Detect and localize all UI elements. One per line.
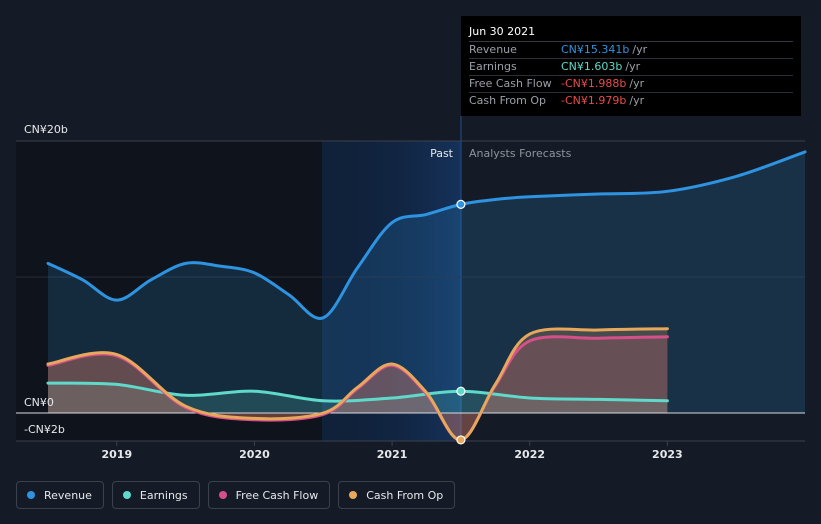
tooltip-unit: /yr xyxy=(625,60,641,73)
highlight-markers xyxy=(456,199,466,445)
tooltip-row-revenue: Revenue CN¥15.341b /yr xyxy=(469,42,793,59)
revenue-line xyxy=(46,150,807,320)
earnings-area xyxy=(48,383,668,413)
legend-label: Earnings xyxy=(139,488,188,502)
legend-item-cash-from-op[interactable]: Cash From Op xyxy=(338,481,456,509)
x-tick-label: 2020 xyxy=(239,448,270,461)
revenue-marker xyxy=(456,199,466,209)
legend-item-revenue[interactable]: Revenue xyxy=(16,481,104,509)
tooltip-label: Revenue xyxy=(469,43,517,56)
tooltip-value: CN¥1.603b xyxy=(561,60,623,73)
x-tick-label: 2021 xyxy=(377,448,408,461)
legend: Revenue Earnings Free Cash Flow Cash Fro… xyxy=(16,481,456,509)
revenue-area xyxy=(48,151,805,413)
legend-label: Free Cash Flow xyxy=(235,488,319,502)
tooltip-unit: /yr xyxy=(632,43,648,56)
tooltip-value: CN¥15.341b xyxy=(561,43,630,56)
cash-from-op-line xyxy=(46,327,669,442)
tooltip-unit: /yr xyxy=(629,94,645,107)
earnings-marker xyxy=(456,386,466,396)
tooltip-value: -CN¥1.979b xyxy=(561,94,627,107)
legend-item-free-cash-flow[interactable]: Free Cash Flow xyxy=(207,481,331,509)
y-label-bottom: -CN¥2b xyxy=(24,423,65,436)
x-tick-label: 2019 xyxy=(102,448,133,461)
tooltip-row-earnings: Earnings CN¥1.603b /yr xyxy=(469,59,793,76)
legend-dot-icon xyxy=(218,491,227,499)
legend-label: Revenue xyxy=(44,488,92,502)
legend-item-earnings[interactable]: Earnings xyxy=(111,481,200,509)
tooltip-row-free-cash-flow: Free Cash Flow -CN¥1.988b /yr xyxy=(469,76,793,93)
earnings-line xyxy=(46,381,669,403)
tooltip-date: Jun 30 2021 xyxy=(469,24,793,42)
tooltip-value: -CN¥1.988b xyxy=(561,77,627,90)
chart-canvas: CN¥20b CN¥0 -CN¥2b Past Analysts Forecas… xyxy=(16,116,807,461)
y-label-zero: CN¥0 xyxy=(24,396,54,409)
tooltip-row-cash-from-op: Cash From Op -CN¥1.979b /yr xyxy=(469,93,793,109)
legend-dot-icon xyxy=(122,491,131,499)
tooltip-label: Earnings xyxy=(469,60,517,73)
tooltip-unit: /yr xyxy=(629,77,645,90)
x-tick-label: 2022 xyxy=(514,448,545,461)
tooltip: Jun 30 2021 Revenue CN¥15.341b /yr Earni… xyxy=(461,16,801,116)
x-axis: 2019 2020 2021 2022 2023 xyxy=(102,441,683,461)
free-cash-flow-area xyxy=(48,336,668,441)
tooltip-label: Cash From Op xyxy=(469,94,547,107)
legend-dot-icon xyxy=(349,491,358,499)
y-label-top: CN¥20b xyxy=(24,123,68,136)
tooltip-label: Free Cash Flow xyxy=(469,77,552,90)
forecast-label: Analysts Forecasts xyxy=(469,147,572,160)
x-tick-label: 2023 xyxy=(652,448,683,461)
legend-label: Cash From Op xyxy=(366,488,444,502)
legend-dot-icon xyxy=(27,491,35,499)
past-label: Past xyxy=(430,147,454,160)
series-lines xyxy=(46,150,807,442)
cash-from-op-marker xyxy=(456,435,466,445)
